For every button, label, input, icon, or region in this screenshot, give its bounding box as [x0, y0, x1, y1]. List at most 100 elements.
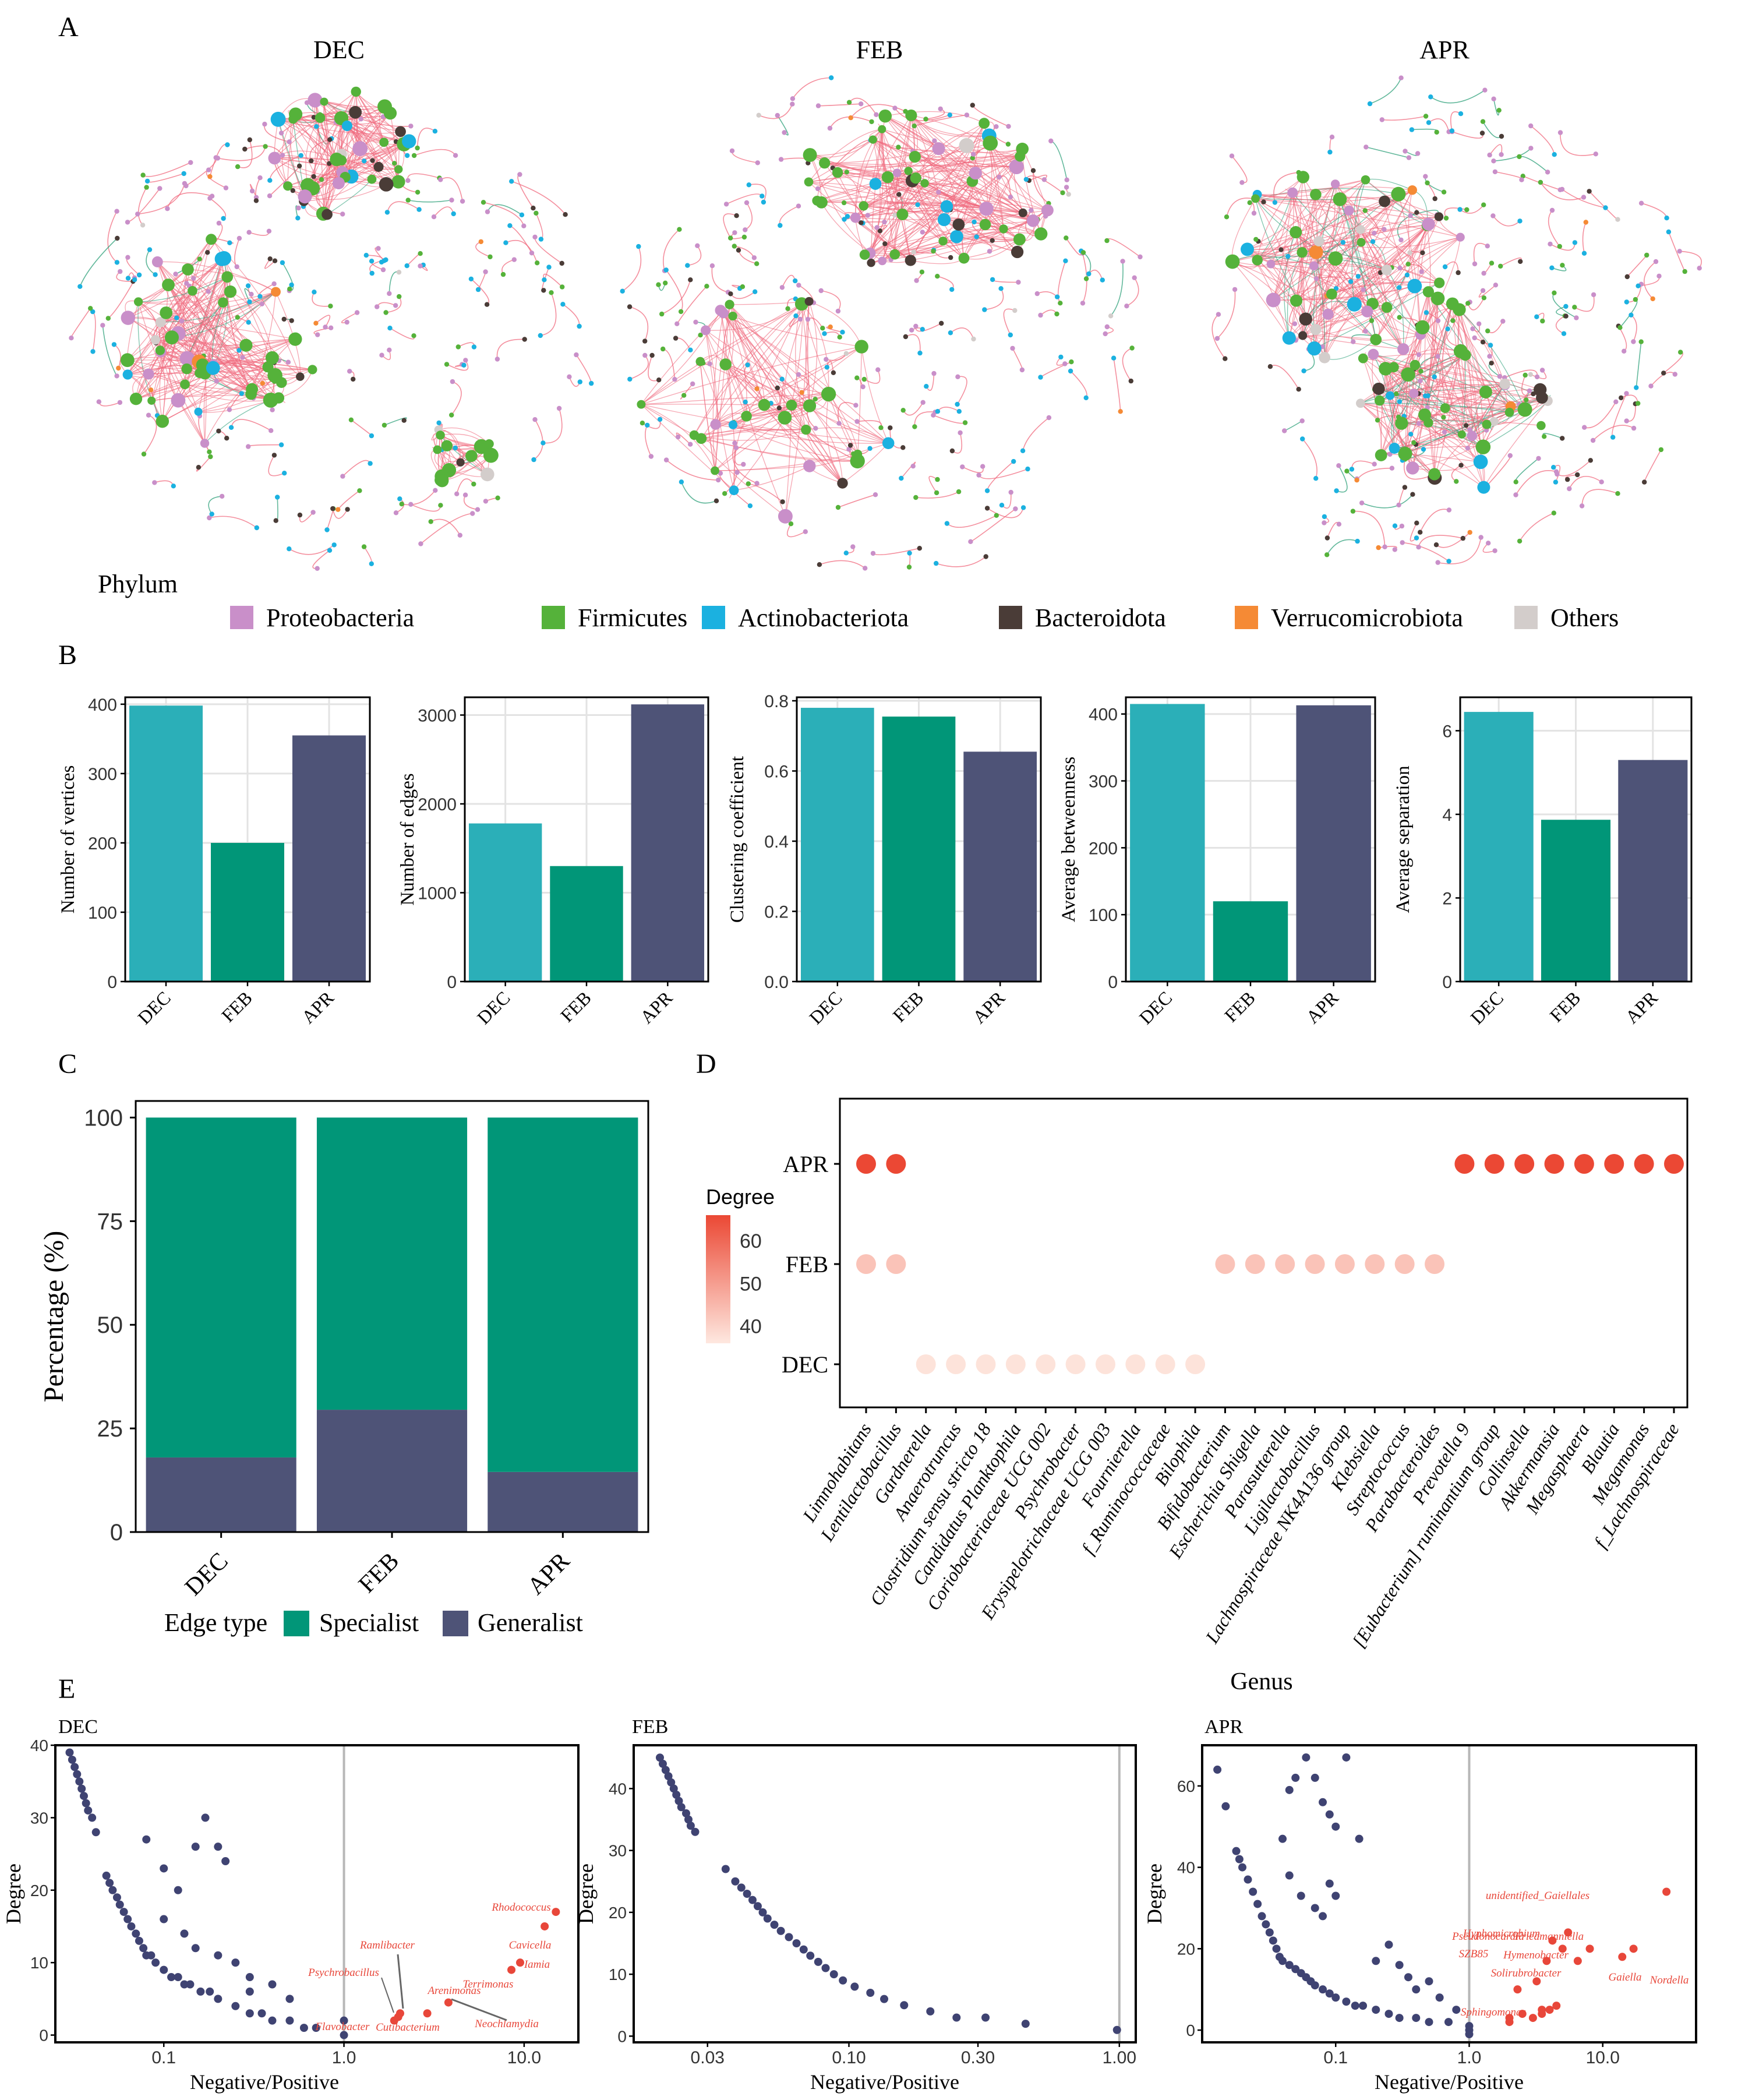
network-node [1224, 214, 1230, 220]
network-edge [944, 219, 1020, 240]
network-node [1416, 421, 1422, 426]
network-node [1066, 192, 1071, 197]
network-node [815, 103, 821, 108]
network-edge [1313, 224, 1429, 349]
network-edge [510, 225, 532, 253]
network-hub-node [850, 212, 861, 223]
annotation-leader [397, 1954, 404, 2009]
network-hub-node [979, 202, 994, 216]
network-hub-node [1309, 261, 1319, 271]
network-node [1375, 418, 1380, 423]
data-point [1302, 1753, 1310, 1762]
y-tick-label: 0.8 [764, 692, 789, 711]
y-tick-label: 2 [1442, 889, 1452, 908]
network-node [860, 384, 866, 390]
network-edge [720, 310, 810, 407]
network-hub-node [904, 167, 913, 175]
network-node [1046, 415, 1052, 421]
network-node [910, 464, 916, 469]
network-hub-node [1473, 454, 1488, 470]
network-edge [1037, 291, 1058, 298]
network-node [674, 321, 680, 326]
network-hub-node [129, 393, 143, 405]
network-hub-node [1398, 446, 1412, 461]
network-node [1414, 535, 1419, 541]
y-tick-label: 200 [1089, 839, 1118, 858]
network-hub-node [1368, 348, 1379, 360]
network-node [1407, 250, 1412, 255]
network-node [1336, 463, 1341, 468]
network-node [828, 324, 833, 330]
data-point [102, 1871, 111, 1880]
data-point [180, 1929, 189, 1938]
network-hub-node [271, 287, 281, 297]
x-axis-label: Negative/Positive [810, 2070, 959, 2094]
network-edge [824, 156, 1020, 167]
highlight-point [1528, 2014, 1537, 2023]
network-node [656, 282, 661, 287]
network-hub-node [181, 363, 192, 375]
network-edge [694, 303, 802, 436]
network-node [1414, 210, 1419, 215]
network-node [246, 320, 251, 325]
network-edge [1315, 329, 1421, 341]
network-node [1361, 287, 1366, 292]
network-node [984, 506, 990, 511]
network-node [1350, 509, 1356, 514]
data-point [1331, 1822, 1340, 1831]
network-edge [1270, 365, 1299, 390]
network-node [246, 444, 251, 449]
network-node [1672, 372, 1677, 377]
network-node [1551, 510, 1556, 516]
network-node [1560, 436, 1565, 441]
data-point [1265, 1928, 1274, 1937]
network-node [1389, 465, 1395, 471]
network-edge [809, 405, 843, 483]
network-edge [885, 111, 985, 124]
highlight-point [1505, 2018, 1514, 2027]
network-hub-node [711, 466, 719, 475]
network-node [1480, 288, 1486, 293]
network-node [179, 319, 185, 324]
network-edge [471, 278, 490, 305]
data-point [108, 1886, 117, 1894]
network-edge [1402, 542, 1450, 562]
data-point [245, 1987, 254, 1996]
network-edge [475, 241, 490, 257]
network-node [165, 206, 170, 211]
network-hub-node [402, 134, 416, 149]
bar-specialist-feb [316, 1117, 468, 1410]
network-node [1261, 199, 1266, 204]
network-edge [681, 482, 717, 504]
network-node [1551, 465, 1556, 470]
network-node [197, 256, 202, 262]
network-node [171, 483, 176, 489]
network-edge [837, 172, 987, 209]
network-hub-node [940, 200, 953, 213]
network-node [328, 303, 333, 309]
network-hub-node [1467, 430, 1478, 442]
network-node [920, 230, 926, 235]
network-node [1590, 437, 1596, 443]
network-node [824, 357, 829, 362]
network-node [753, 289, 758, 294]
network-node [1397, 285, 1402, 290]
network-hub-node [999, 224, 1008, 234]
network-node [345, 507, 350, 512]
data-point [1253, 1900, 1262, 1908]
network-node [1421, 447, 1426, 452]
network-edge [1584, 401, 1616, 429]
network-hub-node [379, 137, 389, 147]
network-node [1351, 339, 1356, 344]
network-edge [303, 167, 379, 202]
network-node [1005, 142, 1011, 147]
network-node [415, 145, 420, 151]
data-point [1395, 1961, 1404, 1970]
network-node [1656, 273, 1662, 279]
network-hub-node [1489, 417, 1499, 426]
network-node [449, 197, 454, 203]
network-node [970, 103, 976, 108]
annotation-label: Arenimonas [426, 1985, 481, 1997]
network-edge [818, 103, 861, 107]
network-node [88, 306, 93, 311]
